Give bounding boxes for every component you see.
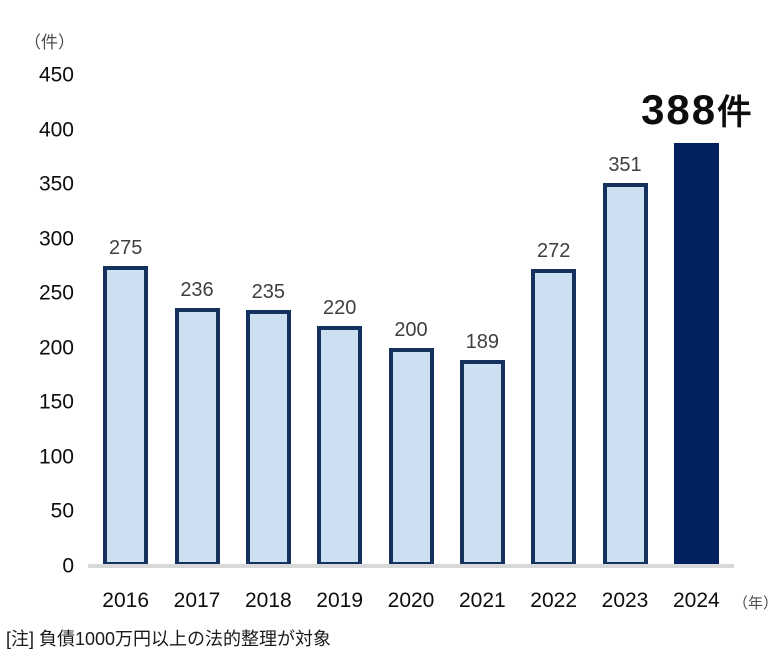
y-tick-label: 150 [38, 390, 74, 414]
y-tick-label: 450 [38, 63, 74, 87]
bar-2018 [245, 309, 291, 566]
bar-value-label: 220 [322, 296, 357, 319]
x-tick-label-2016: 2016 [102, 589, 150, 612]
highlight-value-label: 388件 [586, 85, 778, 133]
y-tick-label: 300 [38, 227, 74, 251]
x-axis-unit-label: （年） [733, 595, 778, 612]
y-tick-label: 350 [38, 172, 74, 196]
x-tick-label-2022: 2022 [530, 589, 578, 612]
bar-value-label: 272 [536, 240, 571, 263]
bar-value-label: 189 [465, 330, 500, 353]
bar-2019 [317, 325, 363, 566]
x-tick-label-2021: 2021 [458, 589, 506, 612]
bar-value-label: 275 [108, 236, 143, 259]
bar-2021 [459, 359, 505, 566]
bar-2023 [602, 183, 648, 566]
bar-value-label: 236 [180, 279, 214, 302]
footnote: [注] 負債1000万円以上の法的整理が対象 [6, 629, 332, 649]
bar-2017 [174, 308, 220, 566]
y-tick-label: 250 [38, 281, 74, 305]
y-tick-label: 100 [38, 445, 74, 469]
x-tick-label-2019: 2019 [316, 589, 364, 612]
bar-2022 [531, 269, 577, 566]
y-tick-label: 50 [50, 499, 74, 523]
y-axis-unit-label: （件） [24, 33, 75, 52]
y-tick-label: 400 [38, 118, 74, 142]
y-tick-label: 200 [38, 336, 74, 360]
bar-2020 [388, 347, 434, 566]
bar-2024 [673, 142, 719, 566]
highlight-value-number: 388 [641, 85, 718, 133]
x-axis-line [88, 564, 734, 568]
bar-value-label: 200 [394, 318, 428, 341]
bar-2016 [103, 265, 149, 566]
y-tick-label: 0 [62, 554, 74, 578]
x-tick-label-2023: 2023 [601, 589, 649, 612]
x-tick-label-2024: 2024 [672, 589, 720, 612]
highlight-value-unit: 件 [717, 93, 752, 132]
bar-value-label: 351 [608, 154, 642, 177]
bar-value-label: 235 [251, 280, 286, 303]
x-tick-label-2020: 2020 [387, 589, 435, 612]
x-tick-label-2017: 2017 [173, 589, 221, 612]
x-tick-label-2018: 2018 [244, 589, 292, 612]
